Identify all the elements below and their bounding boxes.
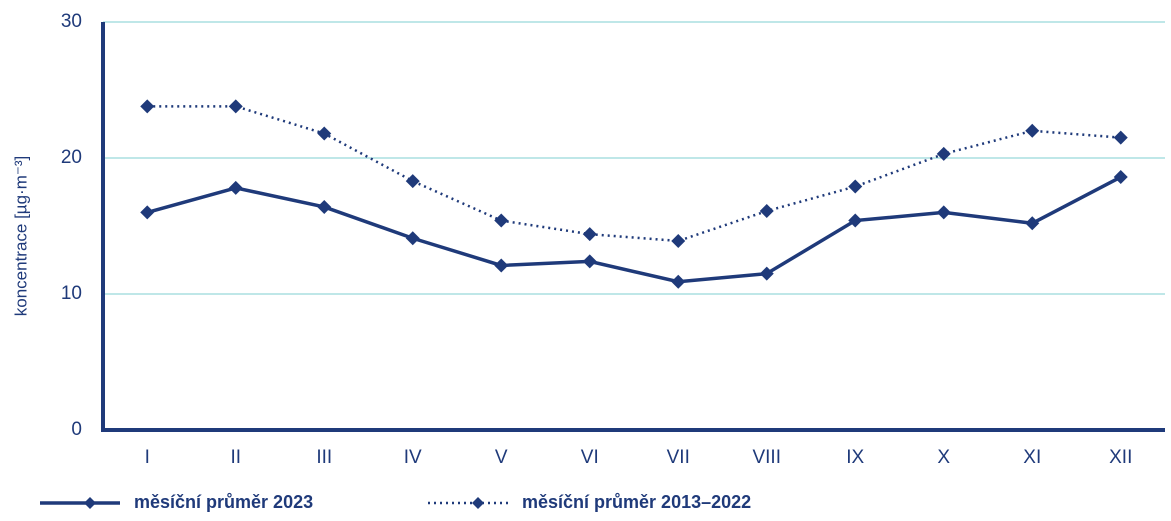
point: [317, 126, 332, 141]
x-tick-label: I: [145, 447, 150, 468]
point: [848, 179, 863, 194]
point: [494, 213, 509, 228]
x-tick-label: IV: [404, 447, 422, 468]
legend-label: měsíční průměr 2023: [134, 492, 313, 512]
point: [1113, 170, 1128, 185]
x-tick-label: V: [495, 447, 508, 468]
point: [140, 99, 155, 114]
point: [582, 227, 597, 242]
point: [228, 99, 243, 114]
x-tick-label: VII: [667, 447, 690, 468]
point: [228, 180, 243, 195]
legend-label: měsíční průměr 2013–2022: [522, 492, 751, 512]
y-tick-label: 20: [61, 147, 82, 168]
point: [494, 258, 509, 273]
y-tick-label: 0: [71, 419, 82, 440]
point: [1113, 130, 1128, 145]
x-tick-label: VIII: [752, 447, 781, 468]
x-tick-label: XI: [1023, 447, 1041, 468]
point: [1025, 123, 1040, 138]
point: [936, 146, 951, 161]
x-tick-label: X: [937, 447, 950, 468]
y-axis-label: koncentrace [µg·m⁻³]: [11, 156, 30, 317]
point: [671, 233, 686, 248]
x-tick-label: III: [316, 447, 332, 468]
legend-marker: [84, 497, 96, 509]
x-tick-label: IX: [846, 447, 864, 468]
point: [936, 205, 951, 220]
series-line: [146, 175, 1122, 284]
legend-marker: [472, 497, 484, 509]
point: [759, 266, 774, 281]
point: [582, 254, 597, 269]
point: [759, 204, 774, 219]
point: [671, 274, 686, 289]
point: [1025, 216, 1040, 231]
point: [405, 231, 420, 246]
point: [848, 213, 863, 228]
point: [317, 199, 332, 214]
series-line: [147, 105, 1121, 243]
x-tick-label: VI: [581, 447, 599, 468]
y-tick-label: 30: [61, 11, 82, 32]
x-tick-label: II: [230, 447, 241, 468]
point: [140, 205, 155, 220]
point: [405, 174, 420, 189]
x-tick-label: XII: [1109, 447, 1132, 468]
y-tick-label: 10: [61, 283, 82, 304]
